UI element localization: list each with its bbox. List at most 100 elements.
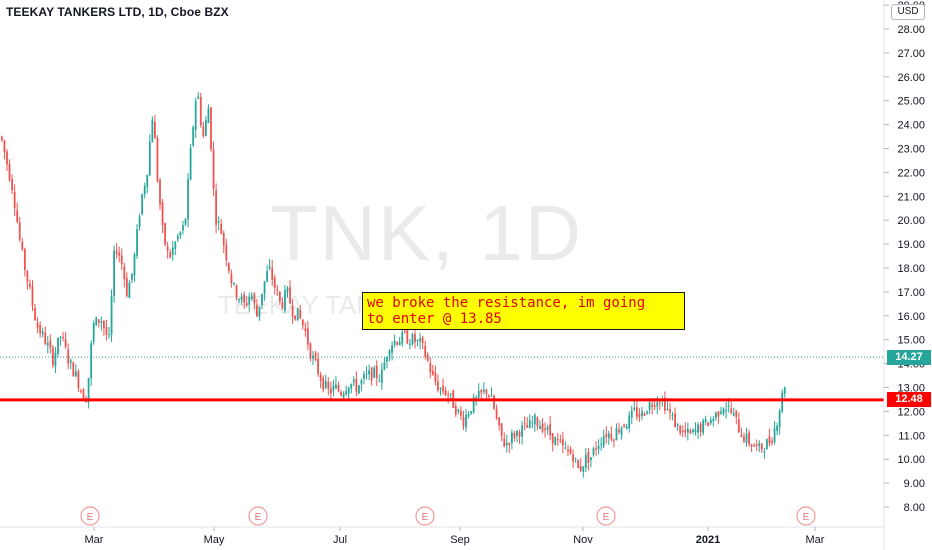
time-tick-label: 2021: [696, 534, 720, 546]
last-price-tag: 14.27: [887, 349, 931, 365]
candle: [577, 459, 580, 469]
candle: [284, 285, 286, 314]
candle: [337, 381, 340, 393]
price-tick-label: 21.00: [897, 191, 925, 203]
candle: [554, 436, 557, 446]
candle: [401, 329, 404, 347]
candle: [572, 449, 574, 469]
candle: [531, 415, 534, 429]
candle: [768, 428, 771, 447]
candle: [233, 282, 235, 286]
candle: [108, 326, 110, 339]
price-axis: 8.009.0010.0011.0012.0013.0014.0015.0016…: [884, 0, 925, 514]
candle: [587, 447, 590, 471]
earnings-marker[interactable]: E: [415, 506, 435, 526]
candle: [638, 408, 641, 422]
candle: [465, 409, 467, 433]
price-tick-label: 11.00: [898, 430, 925, 442]
candle: [29, 279, 31, 290]
candle: [146, 174, 149, 194]
earnings-marker[interactable]: E: [248, 506, 268, 526]
candle: [676, 423, 679, 431]
candle: [457, 408, 460, 415]
candle: [630, 405, 633, 425]
candle: [740, 427, 743, 438]
candle: [388, 348, 391, 362]
candle: [245, 296, 248, 308]
candle: [159, 177, 161, 210]
candle: [773, 420, 776, 445]
candle: [592, 447, 595, 457]
candle: [758, 440, 761, 453]
candle: [582, 466, 585, 478]
candle: [393, 334, 396, 348]
candle: [39, 321, 42, 338]
candle: [113, 245, 115, 303]
candle: [1, 135, 3, 143]
candle: [725, 401, 727, 419]
candle: [674, 407, 676, 428]
candle: [462, 410, 465, 431]
currency-label[interactable]: USD: [891, 4, 925, 20]
candle: [760, 442, 763, 454]
candle: [447, 390, 450, 404]
candle: [103, 319, 105, 336]
price-tick-label: 17.00: [897, 287, 925, 299]
candle: [355, 371, 358, 397]
candle: [324, 374, 327, 390]
candle: [403, 329, 406, 334]
candle: [90, 340, 93, 386]
candle: [694, 422, 697, 436]
candle: [41, 327, 44, 338]
candle: [184, 218, 187, 226]
candle: [133, 252, 136, 282]
candle: [174, 240, 177, 255]
candle: [11, 174, 13, 195]
candle: [176, 233, 179, 243]
symbol-title[interactable]: TEEKAY TANKERS LTD, 1D, Cboe BZX: [6, 5, 229, 19]
candle: [197, 92, 200, 100]
candle: [220, 218, 223, 235]
earnings-marker[interactable]: E: [796, 506, 816, 526]
candle: [467, 411, 470, 419]
candle: [490, 387, 493, 397]
candle: [314, 350, 317, 362]
candle: [702, 418, 705, 436]
annotation-box[interactable]: we broke the resistance, im going to ent…: [362, 292, 685, 330]
candle: [97, 318, 100, 328]
price-tick-label: 16.00: [897, 311, 925, 323]
candle: [256, 299, 258, 317]
candle: [584, 448, 587, 473]
earnings-marker[interactable]: E: [596, 506, 616, 526]
candle: [541, 418, 544, 434]
candle: [398, 336, 401, 346]
earnings-marker[interactable]: E: [80, 506, 100, 526]
price-tick-label: 25.00: [897, 96, 925, 108]
candle: [508, 442, 511, 453]
candle: [431, 364, 434, 376]
candle: [266, 264, 268, 283]
candles: [1, 92, 786, 478]
candle: [82, 388, 85, 400]
time-tick-label: May: [204, 534, 225, 546]
candle: [161, 199, 164, 233]
candle: [771, 437, 773, 446]
candle: [31, 280, 34, 312]
candle: [709, 416, 712, 426]
candle: [546, 424, 549, 435]
candle: [72, 361, 75, 377]
time-tick-label: Mar: [806, 534, 825, 546]
candle: [230, 269, 233, 288]
candle: [477, 383, 480, 399]
candle: [166, 241, 169, 259]
price-tick-label: 28.00: [897, 24, 925, 36]
candle: [95, 316, 98, 326]
candle: [444, 386, 447, 397]
candle: [54, 346, 57, 373]
candle: [350, 383, 353, 394]
candle: [370, 366, 373, 386]
candle: [217, 216, 220, 231]
candle: [192, 125, 195, 148]
